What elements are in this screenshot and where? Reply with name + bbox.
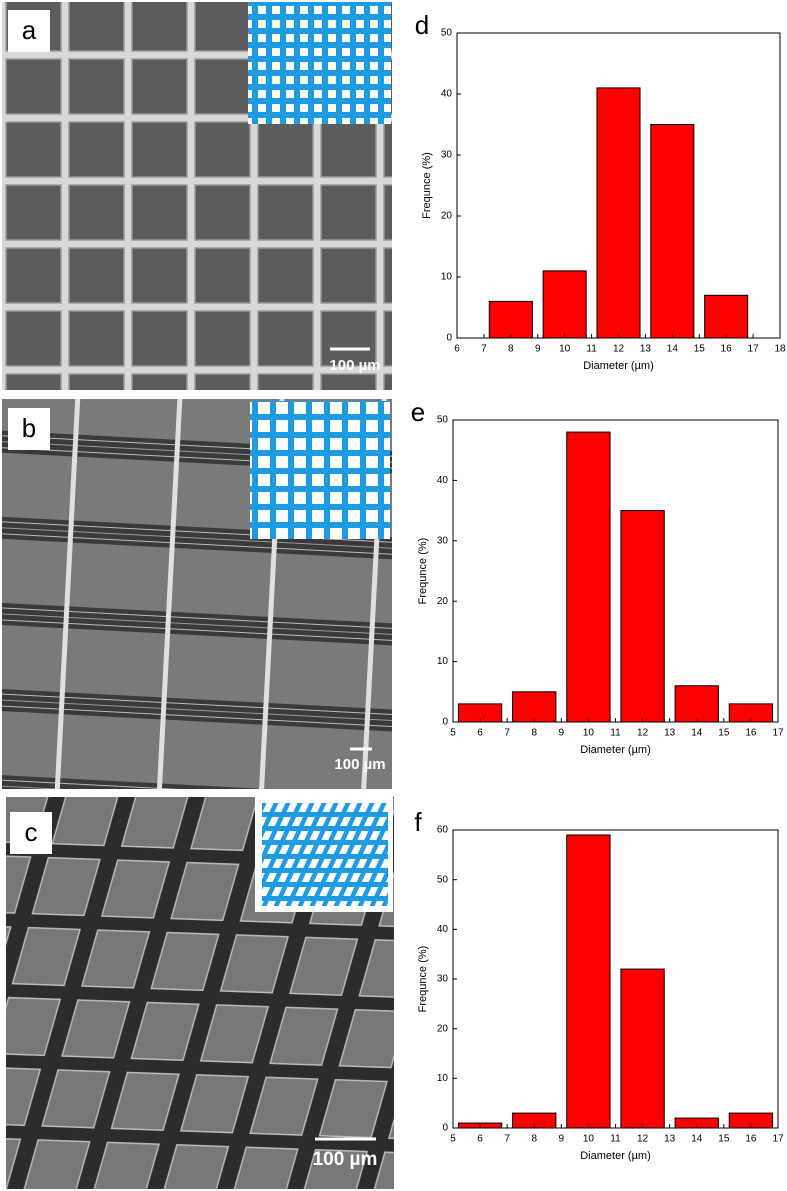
x-tick-label: 15 <box>718 728 730 739</box>
panel-label: f <box>414 807 422 837</box>
panel-label: b <box>22 413 36 443</box>
y-tick-label: 50 <box>441 28 453 39</box>
x-tick-label: 6 <box>477 1134 483 1145</box>
y-axis-title: Frequnce (%) <box>417 538 429 605</box>
x-axis-title: Diameter (µm) <box>580 1150 651 1162</box>
x-tick-label: 11 <box>586 344 597 355</box>
y-tick-label: 30 <box>437 535 449 546</box>
x-tick-label: 8 <box>508 344 514 355</box>
label-box <box>10 812 52 854</box>
x-tick-label: 18 <box>774 344 786 355</box>
y-tick-label: 10 <box>441 272 453 283</box>
x-tick-label: 7 <box>504 1134 510 1145</box>
x-tick-label: 16 <box>721 344 733 355</box>
y-axis-title: Frequnce (%) <box>421 152 433 219</box>
bar <box>566 834 611 1129</box>
bar <box>596 87 641 339</box>
x-tick-label: 13 <box>664 1134 676 1145</box>
x-tick-label: 17 <box>772 1134 784 1145</box>
x-tick-label: 9 <box>535 344 541 355</box>
x-tick-label: 16 <box>745 728 757 739</box>
x-tick-label: 13 <box>664 728 676 739</box>
bar <box>674 685 719 723</box>
x-tick-label: 5 <box>450 728 456 739</box>
scale-label: 100 µm <box>313 1149 378 1170</box>
x-tick-label: 10 <box>583 1134 595 1145</box>
bar <box>620 968 665 1129</box>
x-tick-label: 16 <box>745 1134 757 1145</box>
x-tick-label: 7 <box>481 344 487 355</box>
y-tick-label: 40 <box>437 924 449 935</box>
x-tick-label: 10 <box>559 344 571 355</box>
y-tick-label: 30 <box>437 974 449 985</box>
x-tick-label: 8 <box>531 1134 537 1145</box>
x-tick-label: 6 <box>454 344 460 355</box>
y-tick-label: 50 <box>437 874 449 885</box>
x-tick-label: 17 <box>748 344 760 355</box>
x-tick-label: 11 <box>610 1134 621 1145</box>
y-axis-title: Frequnce (%) <box>417 946 429 1013</box>
bar <box>620 510 665 723</box>
y-tick-label: 0 <box>442 1123 448 1134</box>
mesh-inset <box>250 401 390 539</box>
bar <box>650 124 695 339</box>
label-box <box>8 408 50 450</box>
x-tick-label: 12 <box>613 344 625 355</box>
panel-label: d <box>415 10 429 40</box>
y-tick-label: 40 <box>441 89 453 100</box>
bar <box>704 294 749 339</box>
x-tick-label: 15 <box>718 1134 730 1145</box>
y-tick-label: 0 <box>446 333 452 344</box>
x-tick-label: 14 <box>691 728 703 739</box>
mesh-inset <box>248 2 391 124</box>
mesh-inset <box>262 803 388 906</box>
y-tick-label: 10 <box>437 656 449 667</box>
panel-label: a <box>22 15 37 45</box>
scale-label: 100 µm <box>329 357 380 374</box>
x-tick-label: 17 <box>772 728 784 739</box>
scale-label: 100 µm <box>334 756 385 773</box>
x-tick-label: 8 <box>531 728 537 739</box>
x-tick-label: 9 <box>559 728 565 739</box>
x-tick-label: 14 <box>667 344 679 355</box>
bar <box>488 300 533 339</box>
x-tick-label: 10 <box>583 728 595 739</box>
y-tick-label: 30 <box>441 150 453 161</box>
x-tick-label: 5 <box>450 1134 456 1145</box>
y-tick-label: 10 <box>437 1073 449 1084</box>
x-tick-label: 12 <box>637 728 649 739</box>
x-tick-label: 13 <box>640 344 652 355</box>
panel-label: e <box>411 397 425 427</box>
x-axis-title: Diameter (µm) <box>580 744 651 756</box>
plot-frame <box>452 829 779 1129</box>
label-box <box>8 10 50 52</box>
x-axis-title: Diameter (µm) <box>583 360 654 372</box>
x-tick-label: 15 <box>694 344 706 355</box>
x-tick-label: 14 <box>691 1134 703 1145</box>
bar <box>566 431 611 723</box>
plot-frame <box>452 419 779 723</box>
panel-label: c <box>25 817 38 847</box>
x-tick-label: 12 <box>637 1134 649 1145</box>
x-tick-label: 9 <box>559 1134 565 1145</box>
x-tick-label: 6 <box>477 728 483 739</box>
y-tick-label: 0 <box>442 717 448 728</box>
y-tick-label: 60 <box>437 825 449 836</box>
y-tick-label: 20 <box>437 1023 449 1034</box>
y-tick-label: 20 <box>441 211 453 222</box>
y-tick-label: 20 <box>437 596 449 607</box>
bar <box>512 691 557 723</box>
x-tick-label: 7 <box>504 728 510 739</box>
bar <box>542 270 587 339</box>
y-tick-label: 40 <box>437 475 449 486</box>
x-tick-label: 11 <box>610 728 621 739</box>
y-tick-label: 50 <box>437 415 449 426</box>
